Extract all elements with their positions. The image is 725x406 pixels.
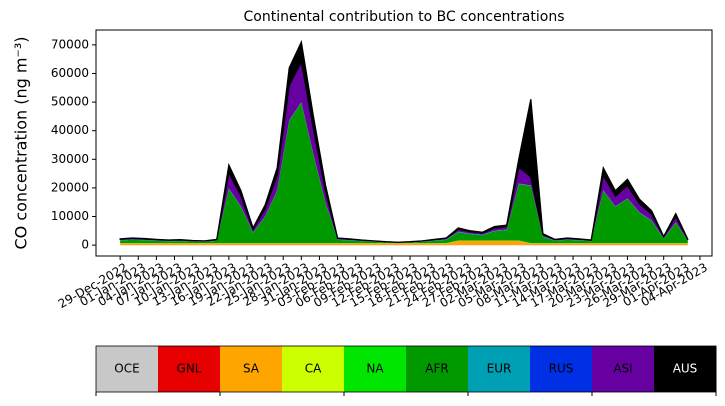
y-tick-label: 70000: [51, 37, 89, 51]
y-tick-label: 0: [81, 238, 89, 252]
y-tick-label: 40000: [51, 123, 89, 137]
legend-label: AUS: [673, 362, 698, 376]
legend-label: EUR: [487, 362, 512, 376]
legend-item: AFR: [406, 346, 469, 392]
legend-label: CA: [305, 362, 322, 376]
legend-item: GNL: [158, 346, 221, 392]
legend-item: ASI: [592, 346, 655, 392]
legend-label: GNL: [177, 362, 202, 376]
y-tick-label: 50000: [51, 95, 89, 109]
legend-item: OCE: [96, 346, 159, 392]
legend-label: SA: [243, 362, 260, 376]
legend-item: EUR: [468, 346, 531, 392]
legend-item: SA: [220, 346, 283, 392]
y-tick-label: 60000: [51, 66, 89, 80]
legend-item: CA: [282, 346, 345, 392]
y-tick-label: 10000: [51, 209, 89, 223]
legend-item: RUS: [530, 346, 593, 392]
y-tick-label: 30000: [51, 152, 89, 166]
y-axis-label: CO concentration (ng m⁻³): [12, 36, 31, 249]
legend-label: NA: [366, 362, 384, 376]
legend-item: AUS: [654, 346, 717, 392]
y-tick-label: 20000: [51, 180, 89, 194]
chart-title: Continental contribution to BC concentra…: [243, 9, 564, 25]
legend-label: ASI: [613, 362, 632, 376]
legend-item: NA: [344, 346, 407, 392]
legend-label: RUS: [549, 362, 574, 376]
legend-label: AFR: [425, 362, 448, 376]
legend-label: OCE: [114, 362, 139, 376]
